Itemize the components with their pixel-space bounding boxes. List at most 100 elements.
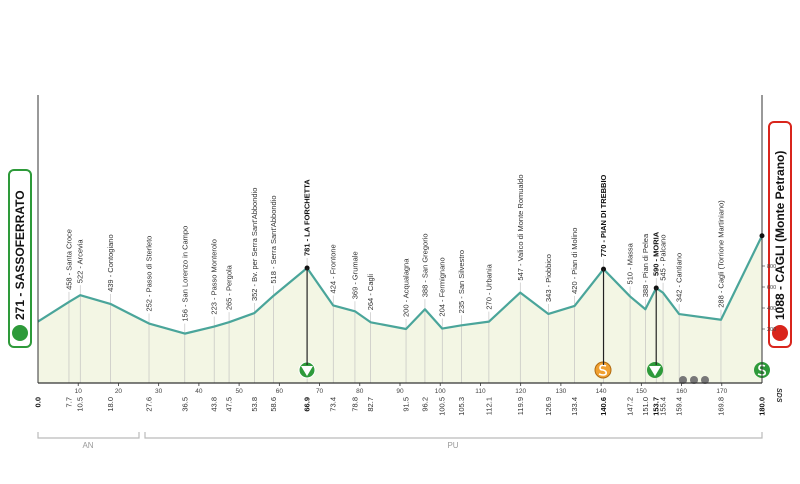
waypoint-label: 510 - Massa (626, 242, 635, 284)
km-label: 126.9 (544, 397, 553, 416)
region-bracket (37, 432, 140, 439)
km-label: 159.4 (675, 397, 684, 416)
km-label: 100.5 (438, 397, 447, 416)
waypoint-label: 343 - Piobbico (544, 254, 553, 302)
x-tick-label: 100 (435, 388, 446, 395)
feed-icon (690, 376, 698, 384)
km-label: 58.6 (269, 397, 278, 412)
km-label: 73.4 (329, 397, 338, 412)
feed-icon (679, 376, 687, 384)
waypoint-label: 204 - Fermignano (438, 257, 447, 316)
km-label: 18.0 (106, 397, 115, 412)
x-tick-label: 50 (235, 388, 243, 395)
kom-icon (301, 366, 313, 376)
km-label: 169.8 (716, 397, 725, 416)
finish-point (759, 233, 765, 239)
y-tick-label: 400 (767, 306, 776, 312)
x-tick-label: 120 (515, 388, 526, 395)
icons (8, 121, 792, 439)
km-label: 151.0 (641, 397, 650, 416)
km-label: 82.7 (366, 397, 375, 412)
waypoint-label: 369 - Grumale (350, 251, 359, 299)
region-label: PU (447, 441, 458, 450)
km-label: 36.5 (180, 397, 189, 412)
waypoint-label: 545 - Palcano (659, 234, 668, 280)
feed-icon (701, 376, 709, 384)
waypoint-label: 424 - Frontone (329, 244, 338, 293)
waypoint-label: 265 - Pergola (225, 264, 234, 310)
x-tick-label: 160 (676, 388, 687, 395)
x-tick-label: 90 (396, 388, 404, 395)
x-tick-label: 80 (356, 388, 364, 395)
km-label: 147.2 (626, 397, 635, 416)
waypoint-label: 781 - LA FORCHETTA (303, 179, 312, 256)
km-label: 27.6 (145, 397, 154, 412)
km-label: 155.4 (659, 397, 668, 416)
profile-fill (38, 235, 762, 383)
km-label: 96.2 (420, 397, 429, 412)
region-bracket (144, 432, 763, 439)
x-tick-label: 10 (75, 388, 83, 395)
x-tick-label: 170 (716, 388, 727, 395)
km-label: 0.0 (34, 397, 43, 407)
profile-line (37, 235, 763, 335)
x-tick-label: 60 (276, 388, 284, 395)
waypoint-label: 288 - Cagli (Torrione Martiniano) (716, 200, 725, 308)
km-label: 91.5 (402, 397, 411, 412)
waypoint-label: 420 - Pian di Molino (570, 228, 579, 294)
waypoint-label: 439 - Contogiano (106, 234, 115, 292)
x-tick-label: 40 (195, 388, 203, 395)
x-tick-label: 150 (636, 388, 647, 395)
x-tick-label: 110 (475, 388, 486, 395)
waypoint-label: 458 - Santa Croce (64, 229, 73, 290)
finish-icon (772, 325, 788, 341)
km-label: 140.6 (599, 397, 608, 416)
km-label: 66.9 (303, 397, 312, 412)
x-tick-label: 130 (555, 388, 566, 395)
waypoint-label: 518 - Serra Sant'Abbondio (269, 195, 278, 283)
waypoint-label: 252 - Passo di Sterleto (145, 236, 154, 312)
kom-icon (649, 366, 661, 376)
waypoint-label: 522 - Arcevia (76, 239, 85, 284)
km-label: 53.8 (250, 397, 259, 412)
km-label: 7.7 (64, 397, 73, 407)
y-tick-label: 800 (767, 264, 776, 270)
waypoint-label: 352 - Bv. per Serra Sant'Abbondio (250, 188, 259, 301)
km-label: 153.7 (652, 397, 661, 416)
start-box (8, 169, 32, 348)
km-label: 133.4 (570, 397, 579, 416)
x-tick-label: 30 (155, 388, 163, 395)
km-label: 10.5 (76, 397, 85, 412)
waypoint-label: 235 - San Silvestro (457, 250, 466, 313)
km-label: 119.9 (516, 397, 525, 415)
waypoint-label: 223 - Passo Monterolo (210, 239, 219, 314)
waypoint-label: 264 - Cagli (366, 274, 375, 311)
km-label: 43.8 (210, 397, 219, 412)
sprint-icon (598, 364, 607, 376)
x-tick-label: 20 (115, 388, 123, 395)
waypoint-label: 200 - Acqualagna (402, 258, 411, 317)
waypoint-label: 770 - PIAN DI TREBBIO (599, 174, 608, 257)
waypoint-label: 156 - San Lorenzo in Campo (180, 226, 189, 322)
x-tick-label: 70 (316, 388, 324, 395)
start-icon (12, 325, 28, 341)
start-label: 271 - SASSOFERRATO (13, 190, 27, 320)
x-tick-label: 140 (596, 388, 607, 395)
km-label: 47.5 (225, 397, 234, 412)
finish-box (768, 121, 792, 348)
waypoint-label: 388 - San Gregorio (420, 233, 429, 297)
waypoint-label: 388 - Pian di Pelea (641, 233, 650, 297)
waypoint-label: 270 - Urbania (484, 263, 493, 309)
km-label: 78.8 (350, 397, 359, 412)
region-label: AN (82, 441, 93, 450)
finish-marker: SDS (775, 388, 782, 403)
waypoint-label: 342 - Cantiano (675, 253, 684, 302)
km-label: 112.1 (484, 397, 493, 415)
y-tick-label: 600 (767, 285, 776, 291)
km-label: 180.0 (758, 397, 767, 416)
waypoint-label: 590 - MORIA (652, 231, 661, 276)
finish-label: 1088 - CAGLI (Monte Petrano) (773, 151, 787, 320)
waypoint-label: 547 - Valico di Monte Romualdo (516, 174, 525, 280)
y-tick-label: 200 (767, 327, 776, 333)
